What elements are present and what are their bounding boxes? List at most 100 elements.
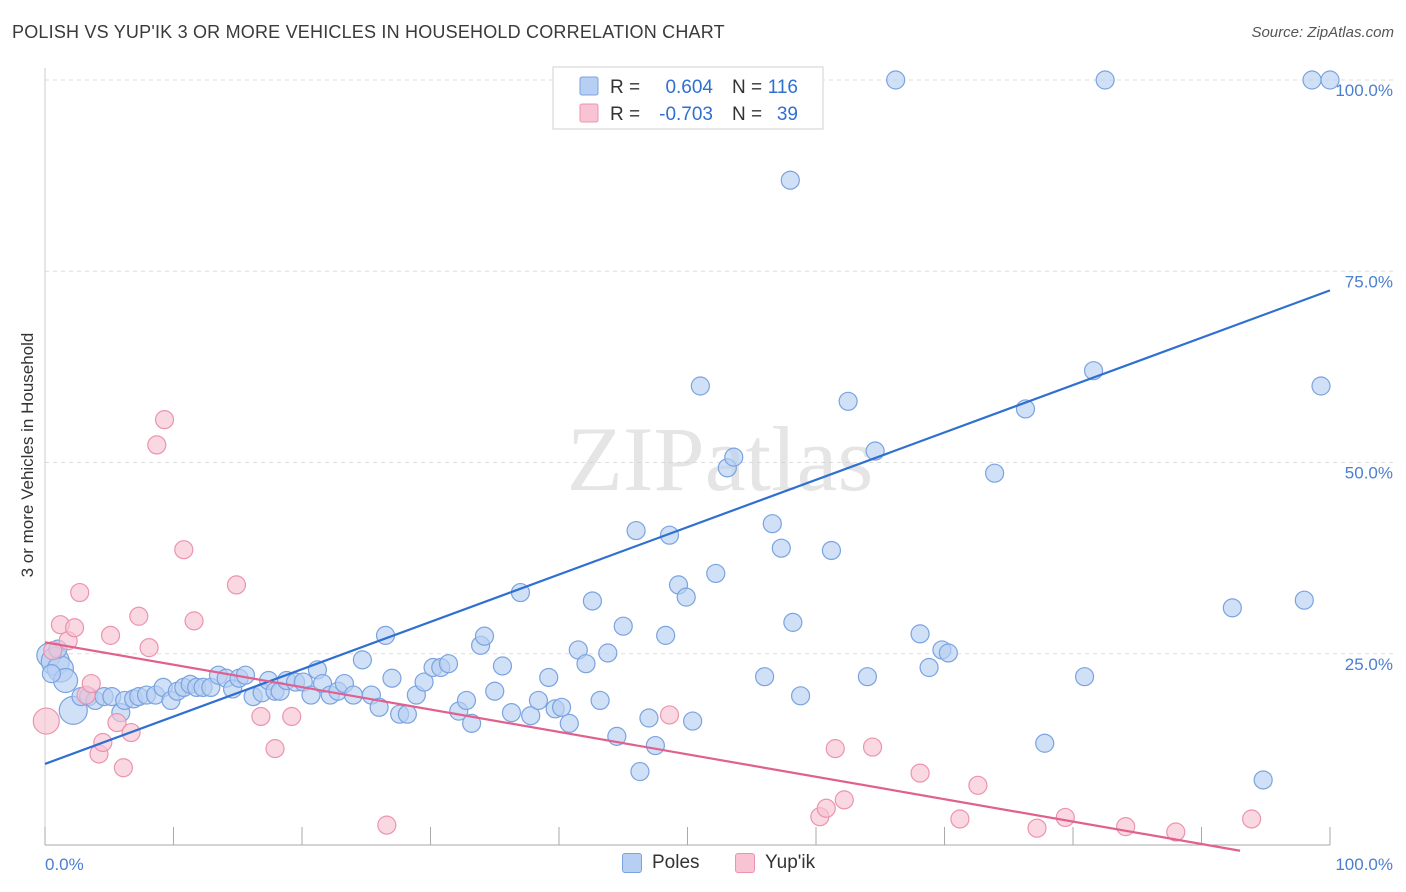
poles-point bbox=[1320, 70, 1340, 90]
poles-point bbox=[528, 690, 549, 711]
poles-point bbox=[485, 681, 505, 701]
yupik-point bbox=[834, 790, 854, 810]
yupik-point bbox=[251, 706, 271, 727]
r-value: -0.703 bbox=[659, 104, 713, 125]
poles-point bbox=[1074, 667, 1095, 687]
poles-point bbox=[645, 735, 665, 756]
x-tick-labels: 0.0% 100.0% bbox=[45, 855, 1393, 874]
yupik-point bbox=[659, 705, 680, 725]
poles-trend-line bbox=[44, 289, 1331, 765]
watermark: ZIPatlas bbox=[567, 408, 874, 510]
yupik-point bbox=[129, 606, 149, 626]
yupik-point bbox=[1027, 818, 1047, 838]
poles-point bbox=[582, 591, 603, 611]
yupik-point bbox=[113, 758, 133, 778]
poles-point bbox=[771, 538, 791, 558]
poles-point bbox=[1302, 70, 1322, 90]
poles-point bbox=[780, 170, 800, 190]
poles-point bbox=[676, 587, 696, 607]
r-label: R = bbox=[610, 104, 640, 125]
yupik-swatch bbox=[735, 853, 755, 873]
poles-point bbox=[492, 656, 513, 676]
poles-point bbox=[910, 624, 930, 644]
chart-source: Source: ZipAtlas.com bbox=[1251, 24, 1394, 41]
poles-points bbox=[36, 70, 1340, 790]
poles-point bbox=[683, 711, 703, 731]
y-tick-label: 25.0% bbox=[1345, 655, 1393, 674]
yupik-point bbox=[184, 611, 204, 631]
poles-point bbox=[598, 643, 618, 663]
poles-point bbox=[382, 668, 402, 688]
poles-point bbox=[1035, 733, 1055, 753]
legend-item-poles: Poles bbox=[622, 852, 700, 874]
yupik-point bbox=[174, 540, 194, 560]
yupik-point bbox=[1166, 822, 1186, 842]
poles-point bbox=[790, 686, 811, 706]
yupik-point bbox=[147, 435, 167, 455]
yupik-legend-swatch bbox=[579, 103, 599, 123]
poles-point bbox=[659, 525, 680, 545]
poles-point bbox=[656, 625, 676, 645]
yupik-point bbox=[32, 707, 60, 735]
poles-point bbox=[626, 520, 646, 541]
yupik-point bbox=[100, 625, 121, 645]
poles-point bbox=[539, 667, 559, 688]
yupik-point bbox=[282, 706, 302, 727]
legend-label-poles: Poles bbox=[652, 852, 700, 873]
yupik-point bbox=[70, 582, 90, 603]
y-tick-label: 100.0% bbox=[1335, 81, 1393, 100]
poles-point bbox=[724, 447, 744, 467]
poles-point bbox=[857, 667, 878, 687]
x-tick-label: 0.0% bbox=[45, 855, 84, 874]
r-value: 0.604 bbox=[665, 77, 713, 98]
yupik-point bbox=[43, 641, 63, 661]
yupik-point bbox=[1242, 809, 1262, 829]
poles-point bbox=[551, 697, 572, 717]
stats-legend: R = 0.604 N = 116 R = -0.703 N = 39 bbox=[552, 66, 824, 130]
poles-point bbox=[639, 708, 659, 728]
poles-point bbox=[886, 70, 906, 90]
yupik-point bbox=[816, 798, 836, 818]
x-tick-label: 100.0% bbox=[1335, 855, 1393, 874]
yupik-point bbox=[226, 575, 247, 595]
legend-item-yupik: Yup'ik bbox=[735, 852, 815, 874]
poles-point bbox=[397, 704, 417, 724]
n-label: N = bbox=[732, 104, 762, 125]
poles-point bbox=[938, 643, 958, 663]
poles-point bbox=[690, 376, 710, 396]
poles-point bbox=[462, 713, 482, 733]
poles-point bbox=[630, 761, 650, 782]
poles-swatch bbox=[622, 853, 642, 873]
chart-title: POLISH VS YUP'IK 3 OR MORE VEHICLES IN H… bbox=[12, 22, 725, 42]
yupik-point bbox=[950, 809, 970, 829]
poles-point bbox=[838, 391, 858, 411]
trend-lines bbox=[44, 289, 1331, 852]
yupik-point bbox=[1055, 807, 1075, 828]
yupik-point bbox=[968, 775, 988, 795]
poles-point bbox=[474, 626, 495, 646]
yupik-point bbox=[862, 737, 883, 757]
poles-point bbox=[754, 667, 775, 687]
y-tick-label: 75.0% bbox=[1345, 272, 1393, 291]
n-value: 39 bbox=[777, 104, 798, 125]
n-label: N = bbox=[732, 77, 762, 98]
r-label: R = bbox=[610, 77, 640, 98]
poles-point bbox=[521, 706, 541, 726]
poles-point bbox=[1095, 70, 1115, 90]
poles-point bbox=[1222, 598, 1242, 618]
yupik-points bbox=[32, 410, 1262, 842]
n-value: 116 bbox=[768, 77, 798, 98]
poles-point bbox=[985, 463, 1005, 483]
yupik-point bbox=[81, 673, 101, 694]
poles-point bbox=[438, 654, 459, 674]
yupik-point bbox=[154, 410, 175, 430]
yupik-point bbox=[825, 739, 845, 759]
poles-point bbox=[706, 563, 726, 584]
poles-point bbox=[576, 654, 596, 674]
poles-point bbox=[414, 672, 434, 692]
poles-point bbox=[590, 690, 610, 711]
poles-point bbox=[783, 612, 803, 632]
poles-point bbox=[821, 540, 842, 561]
yupik-point bbox=[139, 638, 159, 658]
